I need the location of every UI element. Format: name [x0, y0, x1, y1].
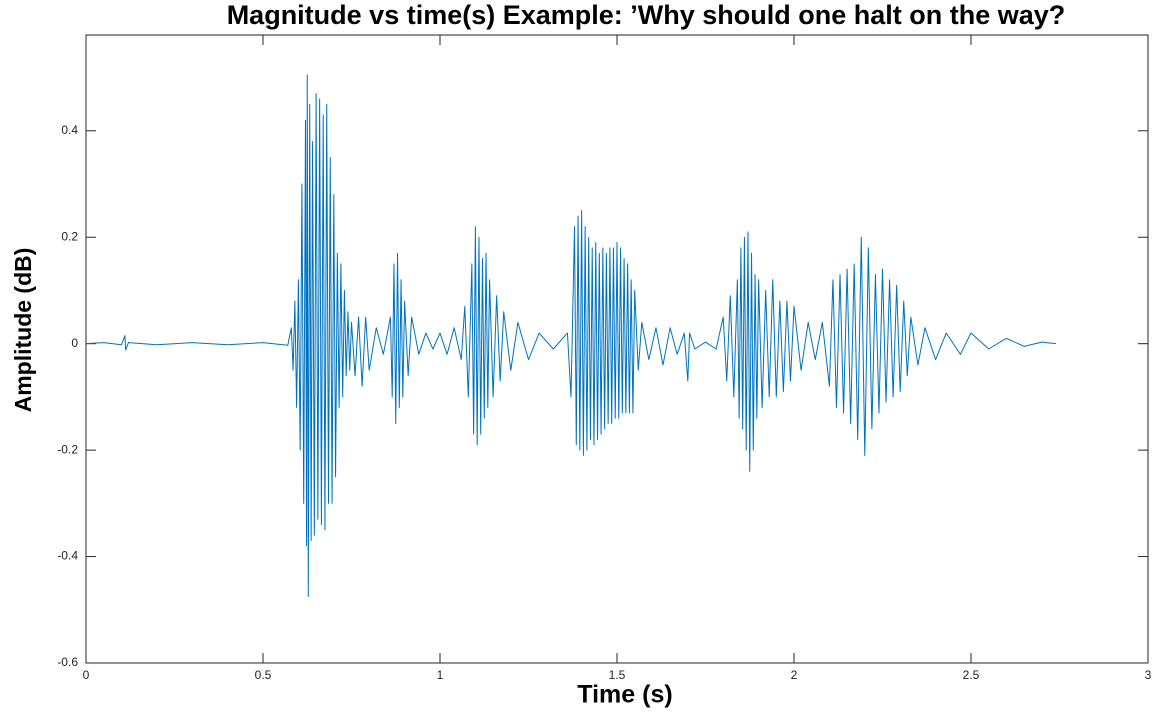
- y-tick-label: -0.4: [57, 549, 78, 563]
- y-tick-label: -0.6: [57, 655, 78, 669]
- waveform-line: [85, 74, 1057, 597]
- chart-title: Magnitude vs time(s) Example: ’Why shoul…: [227, 0, 1066, 30]
- x-axis-label: Time (s): [577, 681, 672, 709]
- x-tick-label: 3: [1145, 668, 1152, 682]
- plot-frame: [85, 34, 1149, 664]
- x-tick-label: 0: [83, 668, 90, 682]
- x-tick-label: 1.5: [609, 668, 626, 682]
- x-tick-label: 2.5: [963, 668, 980, 682]
- x-tick-label: 0.5: [255, 668, 272, 682]
- y-tick-label: 0: [71, 336, 78, 350]
- y-axis-label: Amplitude (dB): [10, 248, 36, 413]
- y-tick-label: 0.4: [61, 123, 78, 137]
- x-tick-label: 2: [791, 668, 798, 682]
- x-tick-label: 1: [437, 668, 444, 682]
- y-tick-label: -0.2: [57, 442, 78, 456]
- y-tick-label: 0.2: [61, 229, 78, 243]
